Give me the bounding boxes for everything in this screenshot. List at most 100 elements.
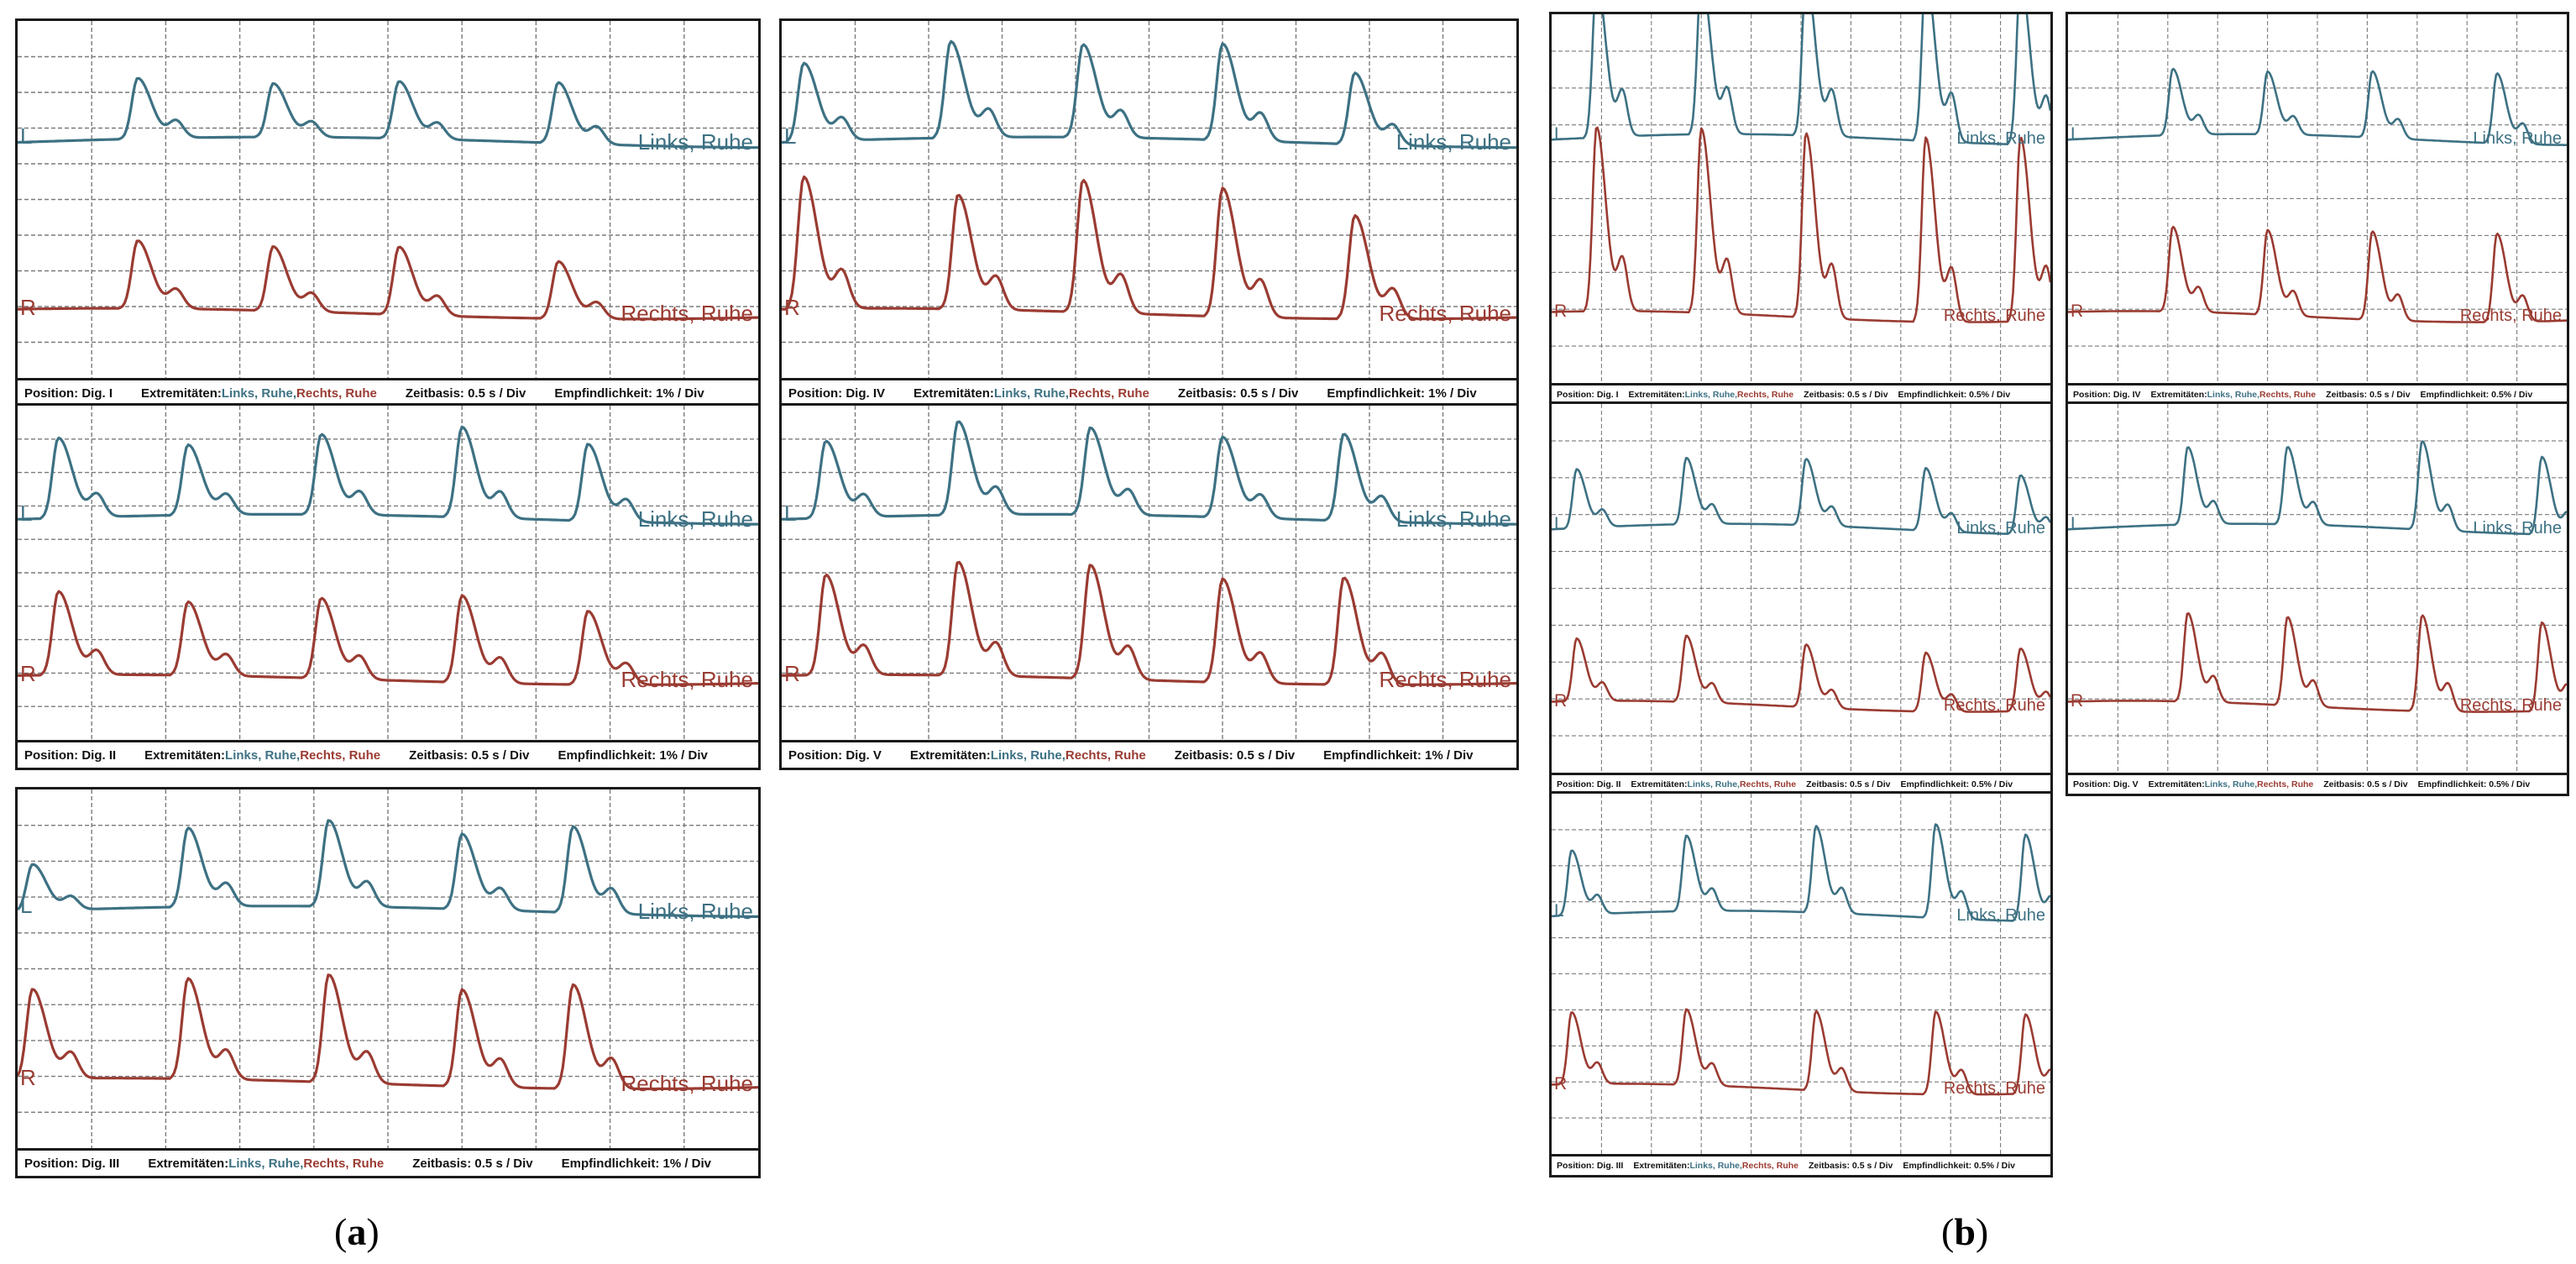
plot-area	[18, 789, 758, 1148]
panel-footer: Position: Dig. III Extremitäten: Links, Ru…	[1552, 1154, 2050, 1175]
footer-separator: ,	[1739, 1161, 1742, 1171]
rechts-trace-label: Rechts, Ruhe	[620, 666, 753, 692]
footer-separator: ,	[1061, 747, 1065, 763]
grid	[18, 406, 758, 740]
position-label: Position: Dig. I	[1557, 390, 1619, 400]
rechts-trace-label: Rechts, Ruhe	[1943, 1078, 2045, 1098]
rechts-marker: R	[784, 661, 800, 687]
plot-area	[2068, 404, 2567, 773]
chart-panel-b-6: L R Links, Ruhe Rechts, Ruhe Position: Dig. …	[1549, 12, 2053, 406]
footer-separator: ,	[1735, 390, 1738, 400]
zeitbasis-label: Zeitbasis: 0.5 s / Div	[405, 385, 526, 401]
footer-separator: ,	[292, 385, 297, 401]
extremitaeten-label: Extremitäten:	[141, 385, 222, 401]
links-trace	[2068, 440, 2567, 536]
chart-panel-a-3: L R Links, Ruhe Rechts, Ruhe Position: Dig. …	[15, 403, 761, 770]
footer-links: Links, Ruhe	[993, 385, 1065, 401]
position-label: Position: Dig. II	[1557, 779, 1621, 789]
empfindlichkeit-label: Empfindlichkeit: 0.5% / Div	[1898, 390, 2011, 400]
footer-rechts: Rechts, Ruhe	[296, 385, 377, 401]
panel-footer: Position: Dig. I Extremitäten: Links, Ruhe…	[18, 378, 758, 406]
position-label: Position: Dig. V	[788, 747, 882, 763]
rechts-marker: R	[20, 661, 36, 687]
links-trace	[18, 76, 758, 149]
zeitbasis-label: Zeitbasis: 0.5 s / Div	[1809, 1161, 1893, 1171]
footer-separator: ,	[2257, 390, 2260, 400]
empfindlichkeit-label: Empfindlichkeit: 0.5% / Div	[2417, 779, 2531, 789]
links-trace-label: Links, Ruhe	[2473, 129, 2562, 149]
position-label: Position: Dig. IV	[2073, 390, 2141, 400]
extremitaeten-label: Extremitäten:	[148, 1156, 229, 1171]
footer-rechts: Rechts, Ruhe	[1069, 385, 1149, 401]
position-label: Position: Dig. I	[24, 385, 113, 401]
zeitbasis-label: Zeitbasis: 0.5 s / Div	[2326, 390, 2411, 400]
grid	[2068, 404, 2567, 773]
rechts-trace	[18, 973, 758, 1091]
empfindlichkeit-label: Empfindlichkeit: 0.5% / Div	[1903, 1161, 2016, 1171]
chart-panel-b-10: L R Links, Ruhe Rechts, Ruhe Position: Dig. …	[1549, 791, 2053, 1177]
links-trace-label: Links, Ruhe	[2473, 519, 2562, 538]
panel-footer: Position: Dig. III Extremitäten: Links, Ru…	[18, 1148, 758, 1176]
extremitaeten-label: Extremitäten:	[1631, 779, 1688, 789]
panel-footer: Position: Dig. I Extremitäten: Links, Ruhe…	[1552, 383, 2050, 404]
zeitbasis-label: Zeitbasis: 0.5 s / Div	[1174, 747, 1296, 763]
figure-label-b: (b)	[1941, 1210, 1989, 1253]
footer-links: Links, Ruhe	[225, 747, 297, 763]
rechts-trace-label: Rechts, Ruhe	[1943, 306, 2045, 325]
zeitbasis-label: Zeitbasis: 0.5 s / Div	[412, 1156, 533, 1171]
zeitbasis-label: Zeitbasis: 0.5 s / Div	[2323, 779, 2408, 789]
footer-rechts: Rechts, Ruhe	[2257, 779, 2314, 789]
position-label: Position: Dig. III	[1557, 1161, 1624, 1171]
rechts-trace-label: Rechts, Ruhe	[1379, 300, 1511, 326]
links-trace	[1552, 823, 2050, 922]
panel-footer: Position: Dig. IV Extremitäten: Links, Ruh…	[782, 378, 1516, 406]
panel-footer: Position: Dig. IV Extremitäten: Links, Ruh…	[2068, 383, 2567, 404]
grid	[2068, 14, 2567, 383]
extremitaeten-label: Extremitäten:	[2150, 390, 2207, 400]
links-marker: L	[784, 501, 797, 527]
footer-rechts: Rechts, Ruhe	[2259, 390, 2317, 400]
extremitaeten-label: Extremitäten:	[914, 385, 994, 401]
footer-rechts: Rechts, Ruhe	[1065, 747, 1146, 763]
chart-panel-b-8: L R Links, Ruhe Rechts, Ruhe Position: Dig. …	[1549, 401, 2053, 796]
zeitbasis-label: Zeitbasis: 0.5 s / Div	[1804, 390, 1888, 400]
footer-rechts: Rechts, Ruhe	[1741, 1161, 1798, 1171]
footer-rechts: Rechts, Ruhe	[1739, 779, 1797, 789]
rechts-trace-label: Rechts, Ruhe	[1379, 666, 1511, 692]
extremitaeten-label: Extremitäten:	[1628, 390, 1685, 400]
grid	[1552, 794, 2050, 1154]
rechts-trace-label: Rechts, Ruhe	[620, 1070, 753, 1096]
zeitbasis-label: Zeitbasis: 0.5 s / Div	[1177, 385, 1299, 401]
rechts-marker: R	[20, 1065, 36, 1091]
rechts-marker: R	[1554, 1073, 1568, 1094]
plot-area	[782, 406, 1516, 740]
plot-area	[1552, 14, 2050, 383]
links-marker: L	[20, 501, 33, 527]
grid	[1552, 404, 2050, 773]
links-trace-label: Links, Ruhe	[637, 128, 753, 155]
links-trace-label: Links, Ruhe	[637, 506, 753, 532]
links-marker: L	[2071, 124, 2081, 144]
panel-footer: Position: Dig. II Extremitäten: Links, Ruh…	[1552, 773, 2050, 794]
links-trace	[18, 819, 758, 918]
panel-footer: Position: Dig. V Extremitäten: Links, Ruhe…	[782, 740, 1516, 768]
empfindlichkeit-label: Empfindlichkeit: 1% / Div	[1323, 747, 1474, 763]
empfindlichkeit-label: Empfindlichkeit: 1% / Div	[558, 747, 708, 763]
footer-separator: ,	[300, 1156, 304, 1171]
links-trace	[782, 420, 1516, 526]
rechts-trace-label: Rechts, Ruhe	[2459, 306, 2562, 325]
footer-links: Links, Ruhe	[2204, 779, 2255, 789]
rechts-trace	[1552, 126, 2050, 323]
footer-separator: ,	[1737, 779, 1740, 789]
extremitaeten-label: Extremitäten:	[909, 747, 991, 763]
links-marker: L	[2071, 514, 2081, 534]
footer-links: Links, Ruhe	[228, 1156, 301, 1171]
links-trace	[782, 39, 1516, 149]
rechts-trace	[18, 590, 758, 686]
footer-links: Links, Ruhe	[2207, 390, 2258, 400]
rechts-trace	[782, 175, 1516, 321]
position-label: Position: Dig. V	[2073, 779, 2139, 789]
chart-panel-a-2: L R Links, Ruhe Rechts, Ruhe Position: Dig. …	[779, 18, 1519, 408]
footer-rechts: Rechts, Ruhe	[1737, 390, 1794, 400]
plot-area	[18, 406, 758, 740]
